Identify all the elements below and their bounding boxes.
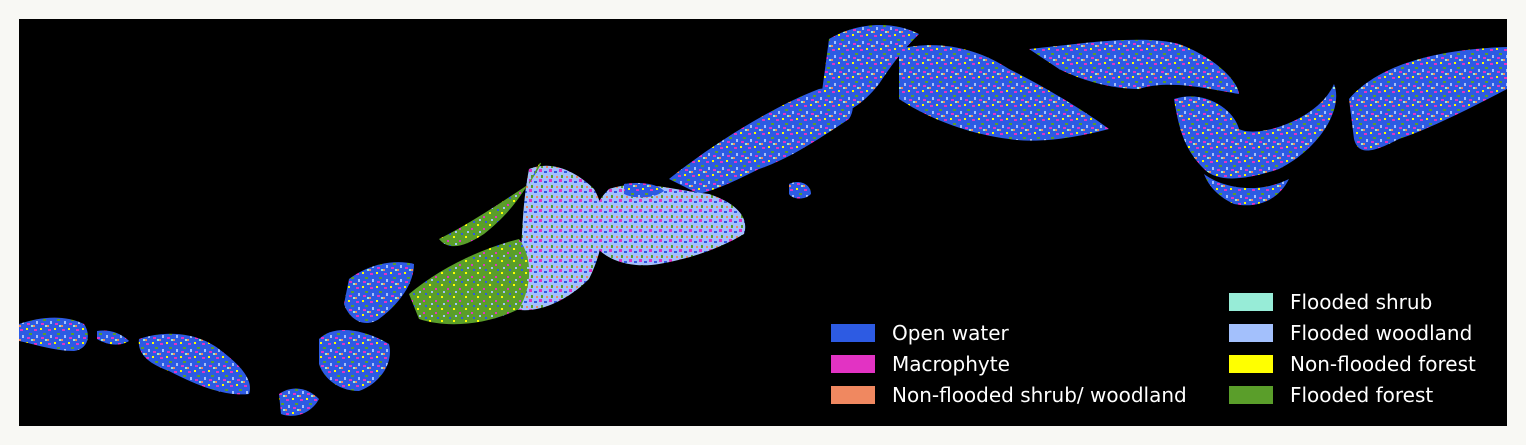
legend-item: Flooded forest — [1229, 384, 1433, 406]
island — [97, 330, 129, 345]
island — [1349, 47, 1507, 151]
floodplain-raster — [19, 24, 1507, 416]
island — [409, 239, 530, 325]
island — [344, 262, 414, 324]
legend-swatch — [831, 355, 875, 373]
island — [899, 45, 1109, 141]
legend-swatch — [1229, 355, 1273, 373]
legend-label: Open water — [892, 321, 1009, 345]
map-legend: Open water Macrophyte Non-flooded shrub/ w… — [831, 273, 1491, 406]
legend-swatch — [831, 386, 875, 404]
classification-map: Open water Macrophyte Non-flooded shrub/ w… — [19, 19, 1507, 426]
island — [592, 184, 746, 266]
legend-item: Flooded shrub — [1229, 291, 1432, 313]
legend-label: Non-flooded forest — [1290, 352, 1476, 376]
legend-item: Open water — [831, 322, 1009, 344]
island — [439, 162, 541, 247]
legend-label: Non-flooded shrub/ woodland — [892, 383, 1187, 407]
island — [624, 182, 664, 198]
island — [319, 329, 390, 391]
island — [1029, 39, 1239, 94]
legend-swatch — [831, 324, 875, 342]
island — [789, 182, 811, 199]
legend-label: Flooded shrub — [1290, 290, 1433, 314]
island — [138, 333, 250, 395]
legend-item: Non-flooded shrub/ woodland — [831, 384, 1187, 406]
legend-item: Non-flooded forest — [1229, 353, 1476, 375]
island — [514, 165, 604, 311]
legend-swatch — [1229, 324, 1273, 342]
island — [1174, 84, 1337, 179]
legend-label: Flooded woodland — [1290, 321, 1473, 345]
island — [669, 88, 853, 194]
legend-swatch — [1229, 293, 1273, 311]
island — [1204, 174, 1289, 206]
island — [279, 388, 319, 416]
legend-swatch — [1229, 386, 1273, 404]
island — [19, 317, 88, 351]
legend-label: Macrophyte — [892, 352, 1010, 376]
legend-item: Flooded woodland — [1229, 322, 1472, 344]
legend-item: Macrophyte — [831, 353, 1010, 375]
legend-label: Flooded forest — [1290, 383, 1434, 407]
